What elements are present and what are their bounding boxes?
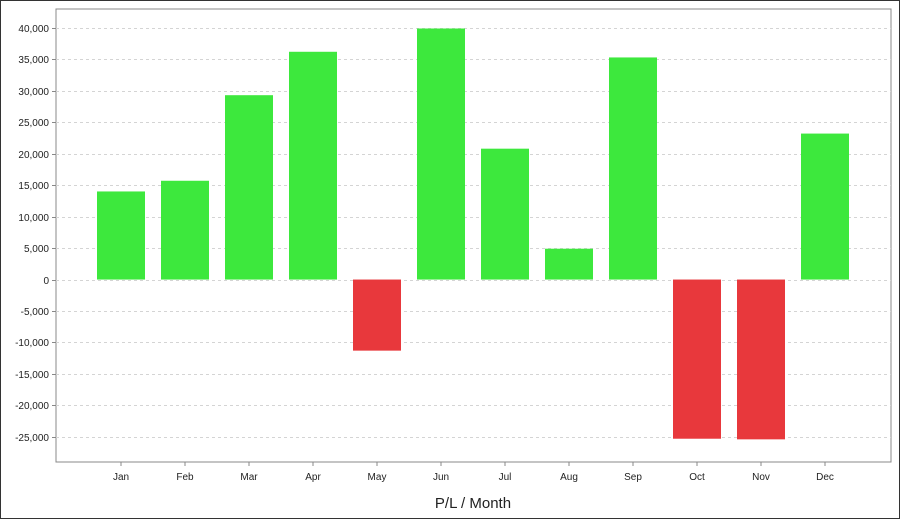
x-tick-label: Aug bbox=[560, 472, 578, 483]
x-tick-labels: Jan Feb Mar Apr May Jun Jul Aug Sep Oct Nov Dec bbox=[113, 472, 834, 483]
y-tick-label: -25,000 bbox=[15, 433, 49, 444]
axes bbox=[52, 28, 826, 466]
bars bbox=[97, 28, 849, 440]
bar-apr bbox=[289, 51, 337, 280]
x-tick-label: Feb bbox=[176, 472, 194, 483]
bar-jul bbox=[481, 148, 529, 280]
bar-nov bbox=[737, 279, 785, 440]
y-tick-label: -15,000 bbox=[15, 370, 49, 381]
y-tick-label: 40,000 bbox=[18, 24, 49, 35]
bar-mar bbox=[225, 95, 273, 280]
y-tick-labels: 40,000 35,000 30,000 25,000 20,000 15,000 10,0… bbox=[15, 24, 49, 444]
y-tick-label: 20,000 bbox=[18, 150, 49, 161]
y-tick-label: 35,000 bbox=[18, 55, 49, 66]
x-tick-label: May bbox=[368, 472, 387, 483]
x-tick-label: Sep bbox=[624, 472, 642, 483]
y-tick-label: 10,000 bbox=[18, 213, 49, 224]
bar-sep bbox=[609, 57, 657, 280]
x-tick-label: Jul bbox=[499, 472, 512, 483]
y-tick-label: 0 bbox=[43, 276, 49, 287]
y-tick-label: -20,000 bbox=[15, 401, 49, 412]
bar-oct bbox=[673, 279, 721, 439]
x-tick-label: Nov bbox=[752, 472, 770, 483]
x-tick-label: Mar bbox=[240, 472, 258, 483]
x-tick-label: Jun bbox=[433, 472, 449, 483]
y-tick-label: -5,000 bbox=[21, 307, 50, 318]
y-tick-label: 25,000 bbox=[18, 118, 49, 129]
x-axis-title: P/L / Month bbox=[435, 495, 511, 512]
bar-aug bbox=[545, 248, 593, 280]
bar-jun bbox=[417, 28, 465, 280]
y-tick-label: 30,000 bbox=[18, 87, 49, 98]
y-tick-label: 5,000 bbox=[24, 244, 49, 255]
y-tick-label: -10,000 bbox=[15, 338, 49, 349]
x-tick-label: Apr bbox=[305, 472, 321, 483]
x-tick-label: Dec bbox=[816, 472, 834, 483]
x-tick-label: Jan bbox=[113, 472, 129, 483]
bar-feb bbox=[161, 180, 209, 280]
y-tick-label: 15,000 bbox=[18, 181, 49, 192]
bar-dec bbox=[801, 133, 849, 280]
bar-may bbox=[353, 279, 401, 351]
x-tick-label: Oct bbox=[689, 472, 705, 483]
bar-jan bbox=[97, 191, 145, 280]
